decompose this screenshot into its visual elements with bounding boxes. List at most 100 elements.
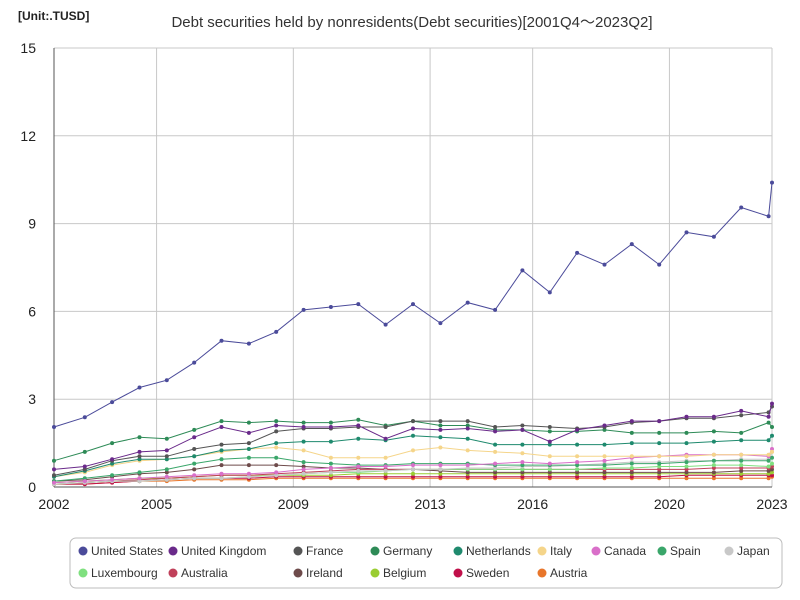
data-point — [739, 458, 744, 463]
legend-item-sweden[interactable]: Sweden — [453, 566, 510, 580]
data-point — [547, 461, 552, 466]
data-point — [411, 448, 415, 453]
data-point — [110, 477, 115, 482]
data-point — [711, 470, 716, 475]
legend-item-united-states[interactable]: United States — [78, 544, 164, 558]
data-point — [137, 449, 142, 454]
data-point — [328, 473, 333, 478]
data-point — [274, 455, 279, 460]
data-point — [383, 464, 388, 469]
data-point — [52, 473, 56, 478]
legend-item-france[interactable]: France — [293, 544, 344, 558]
legend-item-netherlands[interactable]: Netherlands — [453, 544, 531, 558]
data-point — [301, 448, 306, 453]
y-tick-label: 9 — [28, 216, 36, 232]
legend-item-canada[interactable]: Canada — [591, 544, 647, 558]
data-point — [274, 329, 279, 334]
data-point — [274, 429, 279, 434]
y-tick-label: 6 — [28, 303, 36, 319]
data-point — [770, 464, 774, 469]
y-tick-label: 0 — [28, 479, 36, 495]
data-point — [547, 470, 552, 475]
data-point — [52, 467, 56, 472]
data-point — [493, 429, 498, 434]
data-point — [438, 427, 443, 432]
legend-item-spain[interactable]: Spain — [657, 544, 701, 558]
data-point — [411, 419, 415, 424]
legend-item-australia[interactable]: Australia — [168, 566, 229, 580]
data-point — [657, 461, 662, 466]
data-point — [575, 470, 580, 475]
data-point — [438, 445, 443, 450]
legend-label: United Kingdom — [181, 544, 266, 558]
data-point — [766, 414, 771, 419]
data-point — [766, 458, 771, 463]
data-point — [739, 468, 744, 473]
legend-marker — [78, 568, 88, 578]
data-point — [192, 360, 197, 365]
series-united-states — [52, 180, 774, 429]
data-point — [684, 230, 689, 235]
data-point — [301, 467, 306, 472]
data-point — [328, 470, 333, 475]
legend-item-ireland[interactable]: Ireland — [293, 566, 343, 580]
legend-label: Canada — [604, 544, 646, 558]
data-point — [82, 415, 87, 420]
data-point — [246, 474, 251, 479]
axes: 0 3 6 9 12 15 2002 2005 2009 2013 2016 2020 2023 — [20, 40, 787, 512]
data-point — [657, 467, 662, 472]
unit-label: [Unit:.TUSD] — [18, 9, 89, 23]
data-point — [770, 425, 774, 429]
data-point — [411, 302, 415, 307]
data-point — [328, 466, 333, 470]
data-point — [465, 419, 470, 424]
data-point — [739, 413, 744, 418]
data-point — [629, 441, 634, 446]
legend-item-italy[interactable]: Italy — [537, 544, 573, 558]
data-point — [711, 452, 716, 457]
legend-item-germany[interactable]: Germany — [370, 544, 433, 558]
data-point — [770, 461, 774, 466]
data-point — [766, 471, 771, 476]
series-spain — [52, 455, 774, 484]
data-point — [164, 448, 169, 453]
data-point — [766, 438, 771, 443]
data-point — [465, 463, 470, 468]
legend-box — [69, 537, 783, 589]
data-point — [274, 470, 279, 475]
data-point — [602, 458, 607, 463]
data-point — [383, 455, 388, 460]
legend-marker — [293, 568, 303, 578]
data-point — [684, 470, 689, 475]
data-point — [520, 451, 525, 456]
data-point — [301, 460, 306, 465]
legend-item-luxembourg[interactable]: Luxembourg — [78, 566, 158, 580]
data-point — [766, 468, 771, 473]
data-point — [301, 307, 306, 312]
data-point — [110, 457, 115, 462]
data-point — [465, 423, 470, 428]
legend-item-belgium[interactable]: Belgium — [370, 566, 427, 580]
data-point — [739, 463, 744, 468]
legend-item-austria[interactable]: Austria — [537, 566, 588, 580]
legend-item-japan[interactable]: Japan — [724, 544, 770, 558]
data-point — [684, 464, 689, 469]
data-point — [328, 439, 333, 444]
data-point — [602, 463, 607, 468]
legend-item-united-kingdom[interactable]: United Kingdom — [168, 544, 267, 558]
data-point — [575, 460, 580, 465]
data-point — [383, 468, 388, 473]
data-point — [219, 442, 224, 447]
data-point — [657, 262, 662, 267]
data-point — [411, 433, 415, 438]
data-point — [739, 466, 744, 470]
data-point — [547, 474, 552, 479]
x-tick-label: 2016 — [517, 496, 548, 512]
series-line-united-states — [53, 182, 773, 428]
data-point — [274, 419, 279, 424]
data-point — [192, 476, 197, 481]
data-point — [246, 420, 251, 425]
data-point — [301, 471, 306, 476]
x-tick-label: 2002 — [38, 496, 69, 512]
